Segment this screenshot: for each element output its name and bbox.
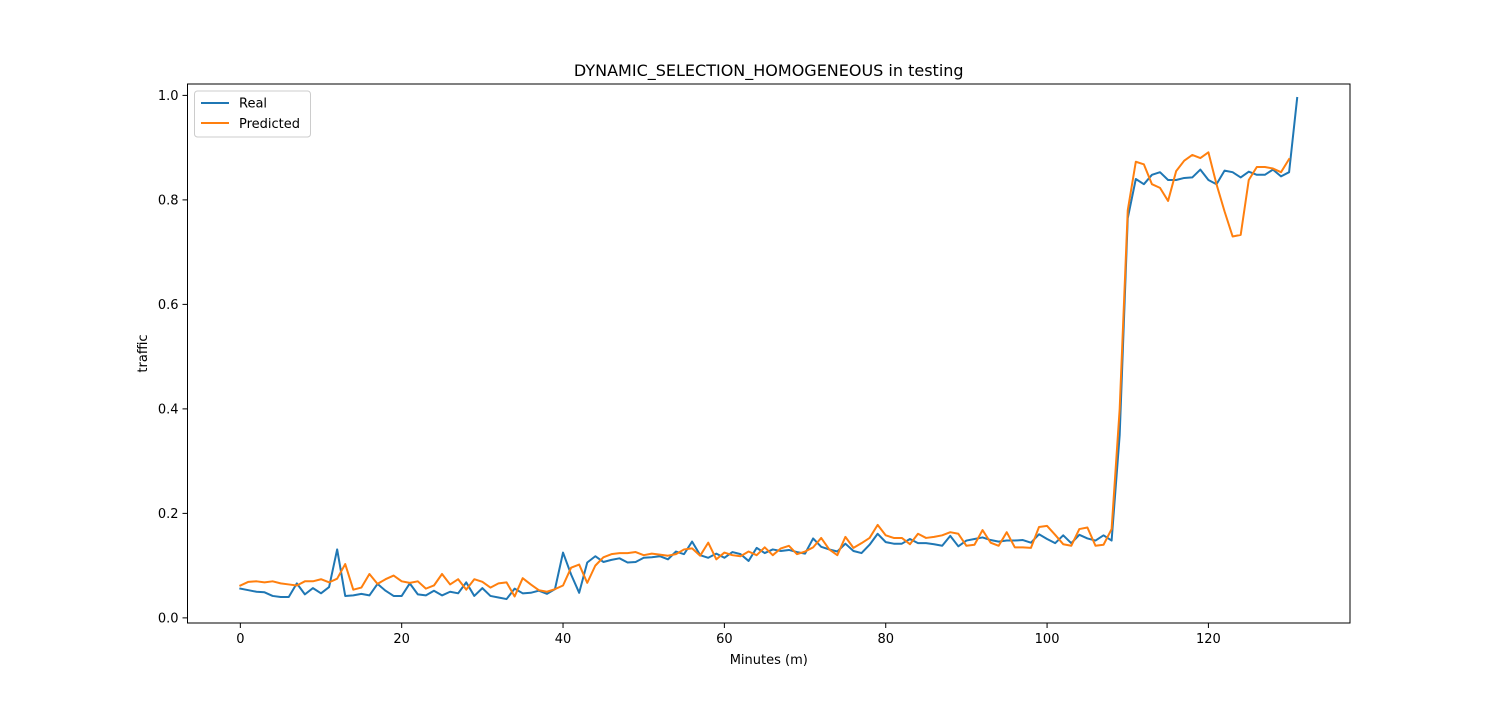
plot-frame (187, 83, 1351, 624)
x-tick-label: 80 (877, 632, 894, 647)
x-tick-label: 0 (236, 632, 244, 647)
y-tick-label: 0.8 (158, 193, 179, 208)
chart-title: DYNAMIC_SELECTION_HOMOGENEOUS in testing (574, 61, 964, 81)
y-tick-label: 0.4 (158, 402, 179, 417)
x-axis-ticks: 0 20 40 60 80 100 120 (236, 623, 1221, 647)
legend: Real Predicted (194, 90, 311, 138)
y-axis-ticks: 0.0 0.2 0.4 0.6 0.8 1.0 (158, 89, 188, 626)
y-tick-label: 1.0 (158, 89, 179, 104)
legend-label-predicted: Predicted (239, 117, 300, 132)
x-tick-label: 100 (1035, 632, 1060, 647)
x-tick-label: 60 (716, 632, 733, 647)
y-axis-label: traffic (136, 334, 151, 372)
y-tick-label: 0.0 (158, 611, 179, 626)
x-tick-label: 20 (393, 632, 410, 647)
y-tick-label: 0.2 (158, 507, 179, 522)
legend-label-real: Real (239, 97, 267, 112)
x-tick-label: 40 (555, 632, 572, 647)
y-tick-label: 0.6 (158, 298, 179, 313)
series-layer (239, 96, 1299, 601)
x-axis-label: Minutes (m) (730, 653, 808, 668)
series-line-predicted (239, 151, 1291, 598)
x-tick-label: 120 (1196, 632, 1221, 647)
